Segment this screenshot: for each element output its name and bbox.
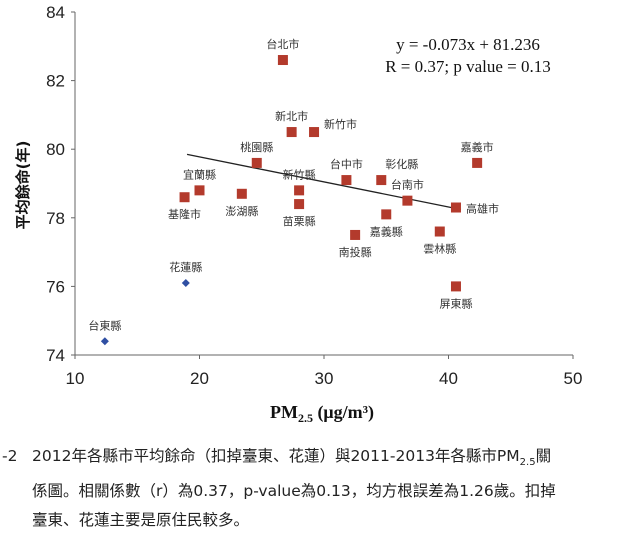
point-label: 南投縣 xyxy=(339,245,372,259)
point-label: 屏東縣 xyxy=(439,297,472,310)
x-axis-label-unit: (μg/m³) xyxy=(313,402,374,423)
point-label: 桃園縣 xyxy=(240,140,273,154)
caption-line-1-b: 關 xyxy=(535,447,552,465)
point-label: 苗栗縣 xyxy=(283,215,316,228)
x-tick-label: 10 xyxy=(66,369,85,388)
x-axis-label-sub: 2.5 xyxy=(298,411,313,425)
x-axis-label: PM2.5 (μg/m³) xyxy=(270,402,374,425)
caption-line-1-a: 2012年各縣市平均餘命（扣掉臺東、花蓮）與2011-2013年各縣市PM xyxy=(32,447,520,465)
point-label: 宜蘭縣 xyxy=(183,167,216,181)
point-label: 台東縣 xyxy=(88,318,121,332)
points-layer xyxy=(100,55,483,346)
caption-line-3: 臺東、花蓮主要是原住民較多。 xyxy=(32,511,250,530)
point-marker xyxy=(376,175,387,186)
chart-axes: 74 76 78 80 82 84 10 20 30 40 50 xyxy=(46,3,582,388)
point-marker xyxy=(286,127,297,138)
y-tick-label: 82 xyxy=(46,72,65,91)
point-label: 高雄市 xyxy=(466,202,499,216)
regression-equation: y = -0.073x + 81.236 xyxy=(396,35,540,54)
point-label: 基隆市 xyxy=(168,207,201,221)
y-tick-label: 74 xyxy=(46,346,65,365)
correlation-text: R = 0.37; p value = 0.13 xyxy=(385,57,551,76)
point-excluded-marker xyxy=(100,337,109,346)
point-label: 台中市 xyxy=(330,157,363,171)
point-marker xyxy=(341,175,352,186)
point-marker xyxy=(194,185,205,196)
caption-line-1: 2012年各縣市平均餘命（扣掉臺東、花蓮）與2011-2013年各縣市PM2.5… xyxy=(32,442,632,477)
x-tick-label: 30 xyxy=(315,369,334,388)
point-marker xyxy=(277,55,288,66)
x-axis-label-main: PM xyxy=(270,402,298,422)
point-marker xyxy=(309,127,320,138)
y-tick-label: 80 xyxy=(46,140,65,159)
point-marker xyxy=(381,209,392,220)
y-axis-label: 平均餘命(年) xyxy=(14,141,32,230)
point-marker xyxy=(402,195,413,206)
caption-body: 2012年各縣市平均餘命（扣掉臺東、花蓮）與2011-2013年各縣市PM2.5… xyxy=(32,442,632,535)
x-tick-label: 50 xyxy=(564,369,583,388)
y-tick-label: 84 xyxy=(46,3,65,22)
y-tick-label: 78 xyxy=(46,209,65,228)
point-marker xyxy=(236,188,247,199)
caption-line-1-sub: 2.5 xyxy=(519,457,536,469)
point-marker xyxy=(179,192,190,203)
point-marker xyxy=(434,226,445,237)
scatter-chart: 74 76 78 80 82 84 10 20 30 40 50 台北市新北市新竹市桃園縣宜蘭縣基隆… xyxy=(14,3,582,425)
x-tick-label: 20 xyxy=(190,369,209,388)
trendline xyxy=(186,153,462,211)
point-marker xyxy=(350,229,361,240)
trendline-layer xyxy=(186,153,462,211)
point-label: 彰化縣 xyxy=(385,157,418,171)
point-label: 台南市 xyxy=(391,178,424,192)
x-tick-label: 40 xyxy=(439,369,458,388)
point-label: 新竹市 xyxy=(324,117,357,131)
point-label: 新北市 xyxy=(275,109,308,123)
point-label: 雲林縣 xyxy=(423,242,456,256)
point-label: 嘉義市 xyxy=(461,140,494,154)
point-marker xyxy=(251,157,262,168)
point-marker xyxy=(294,199,305,210)
point-label: 嘉義縣 xyxy=(370,224,403,238)
point-label: 新竹縣 xyxy=(283,167,316,181)
point-marker xyxy=(450,202,461,213)
caption-line-2: 係圖。相關係數（r）為0.37，p-value為0.13，均方根誤差為1.26歲… xyxy=(32,482,556,501)
point-marker xyxy=(472,157,483,168)
y-tick-label: 76 xyxy=(46,277,65,296)
point-label: 澎湖縣 xyxy=(225,205,258,218)
point-label: 台北市 xyxy=(266,37,299,51)
caption-figure-number: -2 xyxy=(2,447,18,465)
point-excluded-marker xyxy=(181,278,190,287)
point-label: 花蓮縣 xyxy=(169,260,202,274)
point-marker xyxy=(450,281,461,292)
point-marker xyxy=(294,185,305,196)
